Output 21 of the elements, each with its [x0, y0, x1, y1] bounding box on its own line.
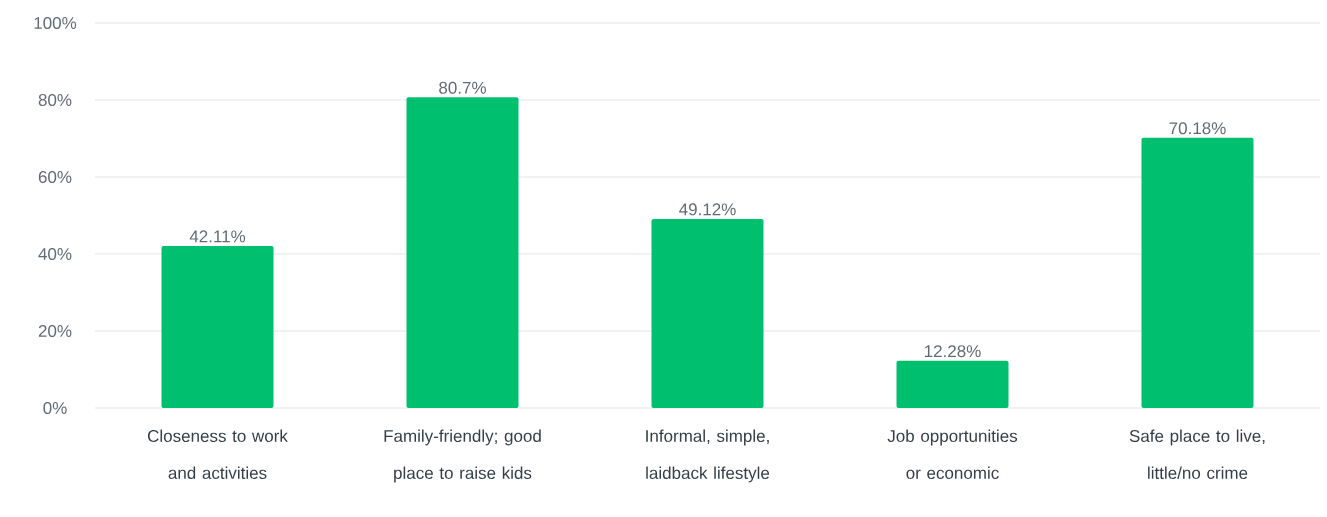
data-label: 12.28% [924, 345, 981, 358]
data-label: 49.12% [679, 203, 736, 216]
y-tick-label: 60% [38, 170, 72, 184]
y-tick-label: 40% [38, 247, 72, 261]
y-tick-label: 100% [34, 16, 77, 30]
category-label: Safe place to live, little/no crime [1129, 429, 1265, 480]
bar [406, 97, 519, 408]
bar [896, 360, 1009, 408]
bar [161, 245, 274, 408]
category-label: Family-friendly; good place to raise kids [384, 429, 541, 483]
data-label: 42.11% [189, 230, 246, 243]
data-label: 70.18% [1169, 122, 1226, 135]
category-label: Informal, simple, laidback lifestyle [646, 429, 770, 483]
y-tick-label: 80% [38, 93, 72, 107]
data-label: 80.7% [439, 81, 486, 94]
y-tick-label: 20% [38, 324, 72, 338]
bar [651, 218, 764, 408]
bar [1141, 137, 1254, 408]
category-label: Closeness to work and activities [147, 429, 288, 480]
category-label: Job opportunities or economic [887, 429, 1018, 480]
y-tick-label: 0% [43, 401, 67, 415]
